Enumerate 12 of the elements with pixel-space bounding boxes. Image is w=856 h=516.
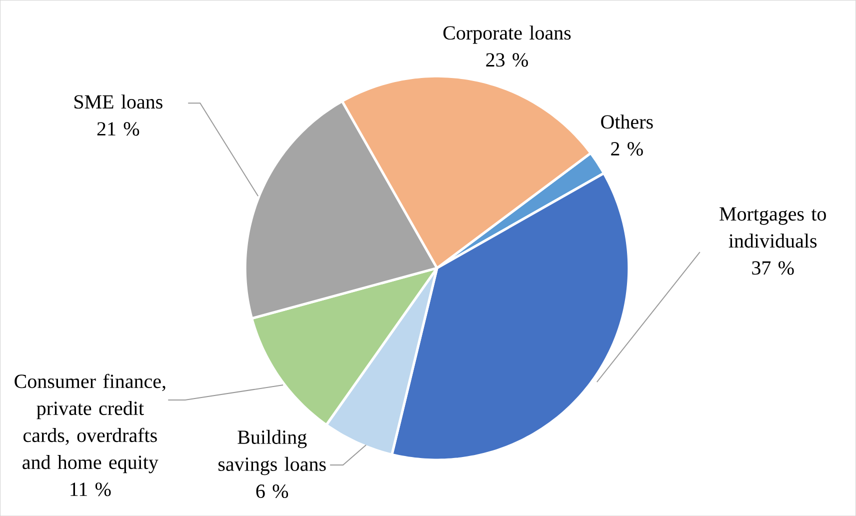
slice-label: Mortgages to individuals <box>720 207 826 248</box>
slice-label: Others <box>601 114 653 129</box>
data-label: 11 % <box>70 482 111 496</box>
slice-label: SME loans <box>74 94 162 109</box>
slice-label: Building savings loans <box>218 430 326 476</box>
data-label: 21 % <box>97 122 140 136</box>
data-label: 6 % <box>256 484 288 498</box>
data-label: 2 % <box>611 142 643 156</box>
data-label: 37 % <box>752 261 794 275</box>
slice-label: Corporate loans <box>443 26 571 44</box>
slice-label: Consumer finance, private credit cards, overdrafts and home equity <box>14 374 166 474</box>
data-label: 23 % <box>486 53 528 67</box>
